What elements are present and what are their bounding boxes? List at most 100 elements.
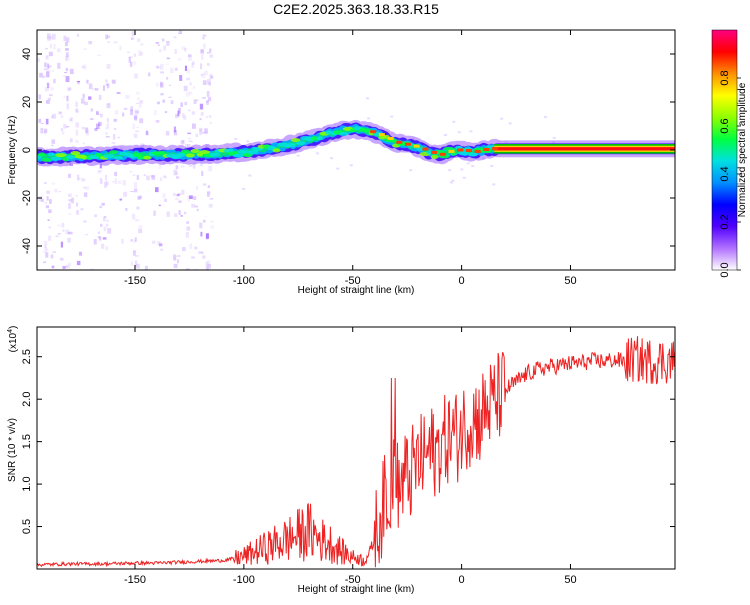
noise-speck [155, 42, 159, 44]
noise-speck [46, 71, 50, 78]
noise-speck [140, 43, 144, 46]
noise-speck [65, 37, 70, 43]
noise-speck [138, 228, 143, 234]
noise-speck [97, 54, 102, 57]
noise-speck [105, 135, 110, 138]
noise-speck [195, 186, 199, 191]
noise-speck [130, 36, 135, 41]
noise-speck [202, 72, 206, 78]
noise-speck [45, 205, 50, 209]
noise-speck [209, 54, 213, 58]
noise-speck [203, 43, 206, 49]
noise-speck [64, 265, 69, 268]
noise-speck [106, 223, 109, 227]
noise-speck [58, 190, 61, 193]
noise-speck [46, 248, 49, 251]
noise-speck [81, 178, 86, 182]
noise-speck [114, 171, 118, 177]
noise-speck [69, 163, 74, 167]
ridge-blob [316, 136, 323, 141]
noise-speck [186, 77, 191, 81]
noise-speck [183, 85, 188, 92]
noise-speck [105, 127, 108, 130]
x-tick-label: 50 [564, 275, 576, 287]
noise-speck [106, 83, 110, 89]
noise-speck [67, 237, 71, 243]
y-tick-label: 0.5 [21, 519, 33, 534]
noise-speck [155, 187, 159, 193]
noise-speck [90, 118, 94, 121]
noise-speck [119, 198, 123, 201]
noise-speck [186, 221, 190, 224]
noise-speck [75, 129, 79, 136]
noise-speck [70, 117, 73, 122]
noise-speck [134, 237, 137, 242]
noise-speck [123, 191, 128, 197]
noise-speck [191, 256, 195, 259]
noise-speck [178, 200, 182, 203]
noise-speck [471, 165, 475, 168]
ridge-blob [143, 155, 152, 160]
noise-speck [160, 71, 164, 74]
ridge-blob [47, 152, 56, 157]
noise-speck [69, 68, 74, 75]
noise-speck [107, 103, 110, 105]
noise-speck [44, 130, 47, 135]
noise-speck [184, 101, 188, 106]
noise-speck [187, 109, 191, 112]
noise-speck [175, 113, 179, 118]
noise-speck [51, 139, 56, 144]
noise-speck [82, 142, 85, 145]
ridge-blob [232, 153, 245, 158]
noise-speck [128, 56, 133, 58]
noise-speck [184, 65, 188, 71]
noise-speck [133, 182, 138, 188]
noise-speck [185, 91, 190, 97]
noise-speck [58, 111, 62, 115]
noise-speck [46, 190, 50, 194]
noise-speck [201, 96, 206, 99]
noise-speck [98, 113, 102, 116]
noise-speck [41, 198, 44, 202]
noise-speck [44, 47, 48, 50]
noise-speck [173, 129, 178, 136]
noise-speck [164, 111, 168, 113]
y-tick-label: 0 [21, 147, 33, 153]
ridge-blob [208, 152, 220, 157]
noise-speck [85, 186, 89, 191]
noise-speck [191, 111, 195, 115]
colorbar-ticks: 0.0 0.2 0.4 0.6 0.8 [719, 70, 741, 278]
noise-speck [128, 57, 132, 63]
noise-speck [45, 252, 49, 258]
noise-speck [209, 198, 214, 200]
noise-speck [103, 181, 108, 188]
noise-speck [62, 75, 67, 77]
noise-speck [164, 198, 167, 202]
noise-speck [137, 97, 140, 100]
noise-speck [44, 244, 47, 249]
noise-speck [52, 113, 57, 119]
ridge-blob [180, 149, 191, 154]
noise-speck [198, 251, 203, 254]
noise-speck [315, 152, 319, 155]
noise-speck [457, 131, 461, 134]
x-tick-label: -50 [345, 574, 361, 586]
noise-speck [138, 50, 142, 57]
ridge-blob [416, 146, 425, 151]
noise-speck [65, 54, 70, 61]
noise-speck [157, 66, 162, 69]
noise-speck [208, 203, 213, 208]
noise-speck [205, 261, 209, 267]
noise-speck [151, 240, 156, 244]
noise-speck [133, 61, 136, 65]
noise-speck [176, 255, 181, 257]
noise-speck [104, 216, 107, 218]
x-tick-label: -100 [233, 275, 255, 287]
noise-speck [66, 264, 70, 269]
noise-speck [158, 243, 163, 247]
noise-speck [200, 63, 203, 70]
ridge-segment [431, 150, 438, 154]
noise-speck [114, 110, 119, 115]
noise-speck [184, 47, 187, 52]
colorbar-tick-label: 0.2 [719, 214, 731, 229]
